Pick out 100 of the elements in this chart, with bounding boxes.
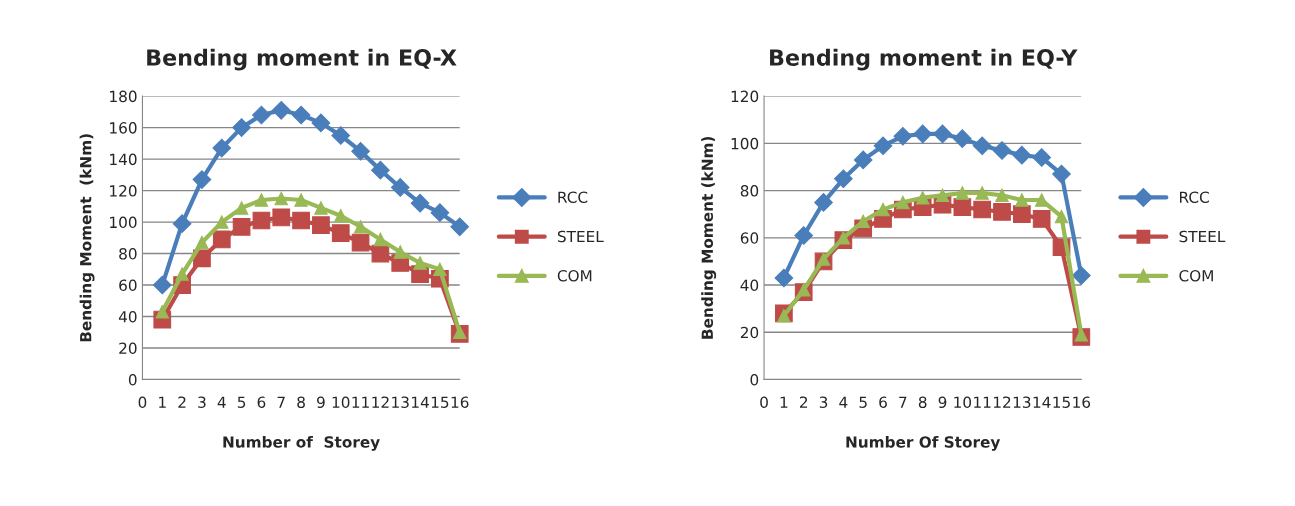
- point: [152, 275, 172, 295]
- point: [292, 211, 310, 230]
- y-tick-label: 80: [119, 248, 137, 260]
- x-tick-label: 13: [392, 396, 409, 408]
- point: [234, 201, 249, 215]
- x-tick-label: 1: [780, 396, 788, 408]
- point: [373, 232, 388, 247]
- point: [232, 118, 251, 137]
- point: [294, 193, 308, 207]
- point: [413, 256, 427, 270]
- point: [351, 233, 370, 252]
- x-tick-label: 8: [297, 396, 305, 408]
- point: [390, 178, 410, 197]
- point: [1012, 145, 1032, 165]
- x-tick-label: 9: [317, 396, 325, 408]
- point: [993, 202, 1011, 221]
- x-tick-label: 11: [974, 396, 991, 408]
- point: [853, 150, 873, 170]
- point: [834, 169, 853, 189]
- x-tick-label: 12: [372, 396, 389, 408]
- x-tick-label: 0: [138, 396, 147, 408]
- point: [975, 186, 989, 200]
- point: [1052, 164, 1071, 184]
- y-tick-label: 140: [110, 153, 137, 166]
- legend-label: COM: [557, 269, 592, 282]
- point: [193, 249, 211, 268]
- x-tick-label: 10: [332, 396, 350, 408]
- legend-label: RCC: [558, 191, 588, 204]
- x-tick-label: 6: [257, 396, 266, 408]
- x-tick-label: 6: [879, 396, 887, 408]
- point: [955, 186, 970, 200]
- point: [856, 214, 870, 229]
- point: [995, 188, 1009, 203]
- point: [212, 230, 231, 249]
- point: [274, 191, 289, 206]
- x-tick-label: 3: [819, 396, 828, 408]
- x-tick-label: 9: [938, 396, 947, 408]
- point: [331, 224, 350, 242]
- point: [393, 245, 408, 259]
- y-tick-label: 0: [750, 373, 759, 386]
- x-tick-label: 5: [237, 396, 246, 408]
- point: [913, 124, 933, 144]
- point: [331, 126, 351, 145]
- point: [232, 217, 251, 236]
- x-tick-label: 4: [839, 396, 848, 408]
- y-tick-label: 100: [110, 216, 137, 229]
- y-tick-label: 20: [740, 326, 759, 339]
- legend-label: RCC: [1180, 191, 1209, 204]
- point: [952, 129, 972, 148]
- x-tick-label: 16: [451, 396, 469, 408]
- point: [215, 215, 229, 229]
- point: [311, 113, 331, 133]
- x-tick-label: 7: [899, 396, 907, 408]
- point: [252, 105, 271, 125]
- y-tick-label: 180: [110, 90, 137, 103]
- chart-title: Bending moment in EQ-Y: [770, 48, 1078, 71]
- y-tick-label: 0: [128, 373, 137, 386]
- y-tick-label: 120: [110, 185, 137, 197]
- point: [935, 188, 950, 203]
- y-tick-label: 20: [119, 342, 137, 355]
- point: [272, 208, 291, 227]
- point: [915, 190, 930, 205]
- point: [973, 200, 992, 219]
- y-tick-label: 100: [731, 137, 759, 150]
- x-tick-label: 11: [352, 396, 369, 408]
- x-tick-label: 14: [1033, 396, 1051, 408]
- point: [933, 124, 952, 144]
- point: [814, 193, 833, 212]
- point: [896, 195, 910, 210]
- x-axis-title: Number of Storey: [223, 435, 380, 451]
- point: [195, 235, 209, 250]
- point: [1032, 148, 1052, 167]
- y-tick-label: 160: [110, 122, 137, 134]
- x-tick-label: 7: [277, 396, 285, 408]
- point: [353, 220, 368, 234]
- y-tick-label: 80: [740, 185, 759, 197]
- x-tick-label: 15: [431, 396, 449, 408]
- point: [794, 226, 814, 245]
- x-tick-label: 3: [198, 396, 206, 408]
- point: [430, 203, 450, 222]
- point: [972, 136, 992, 156]
- point: [333, 209, 348, 223]
- x-tick-label: 5: [859, 396, 867, 408]
- y-axis-title: Bending Moment (kNm): [701, 136, 717, 339]
- point: [774, 268, 794, 288]
- point: [1054, 209, 1069, 224]
- y-tick-label: 40: [118, 311, 137, 323]
- x-tick-label: 16: [1073, 396, 1091, 408]
- point: [172, 214, 192, 234]
- x-axis-title: Number Of Storey: [846, 435, 1001, 451]
- point: [836, 231, 851, 245]
- point: [371, 160, 390, 180]
- point: [254, 193, 269, 207]
- point: [953, 198, 972, 216]
- x-tick-label: 10: [954, 396, 972, 408]
- x-tick-label: 2: [178, 396, 186, 408]
- point: [155, 305, 170, 319]
- y-tick-label: 60: [740, 232, 759, 244]
- point: [1074, 327, 1089, 342]
- point: [252, 211, 271, 230]
